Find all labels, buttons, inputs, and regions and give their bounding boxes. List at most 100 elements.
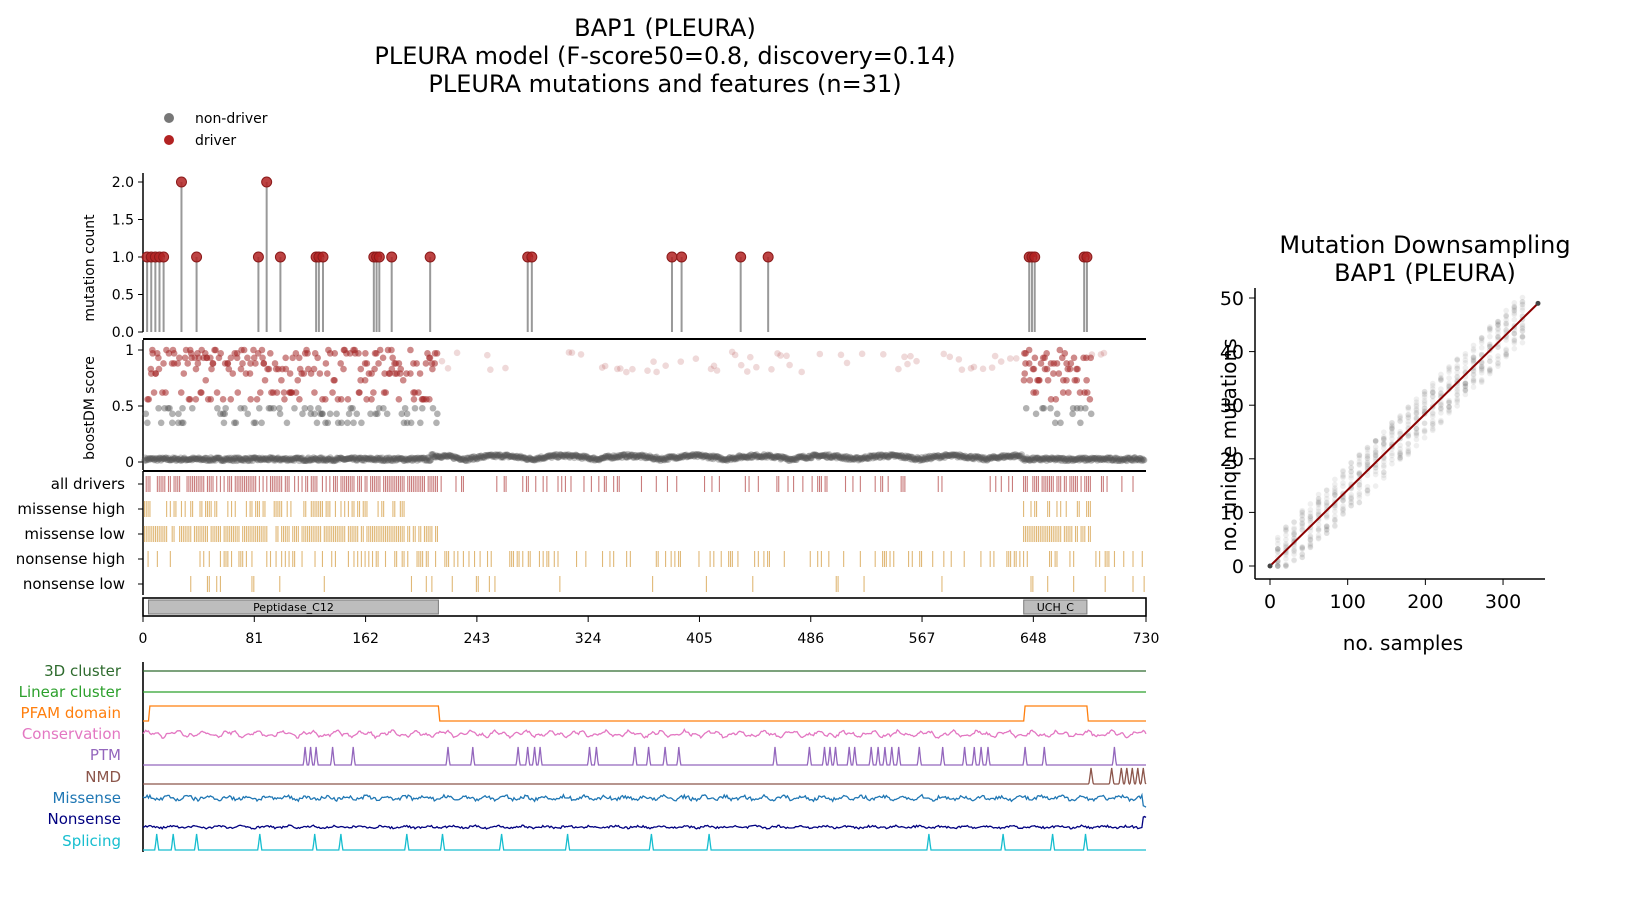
score-point-driver — [1037, 360, 1045, 367]
downsample-point — [1283, 552, 1289, 558]
score-point-nondriver — [484, 451, 492, 459]
score-point-nondriver — [289, 456, 297, 463]
score-point-nondriver — [1100, 456, 1107, 464]
downsample-point — [1487, 343, 1493, 350]
score-point-nondriver — [506, 452, 513, 460]
score-point-nondriver — [978, 453, 985, 461]
score-point-nondriver — [313, 419, 321, 427]
downsample-point — [1413, 406, 1420, 412]
score-point-nondriver — [351, 454, 358, 461]
score-point-nondriver — [754, 453, 762, 461]
score-point-nondriver — [193, 455, 200, 463]
x-tick-label: 0 — [139, 631, 148, 647]
score-point-nondriver — [1090, 454, 1098, 462]
downsample-point — [1283, 532, 1289, 538]
score-point-nondriver — [449, 452, 456, 460]
score-point-nondriver — [546, 452, 554, 459]
score-point-nondriver — [861, 454, 868, 461]
mutation-count-panel: 0.00.51.01.52.0 — [112, 173, 1146, 341]
score-point-nondriver — [571, 452, 579, 459]
score-point-nondriver — [965, 454, 973, 462]
score-point-nondriver — [994, 455, 1002, 463]
score-point-nondriver — [878, 451, 886, 459]
score-point-nondriver — [311, 455, 319, 462]
score-point-nondriver — [527, 455, 534, 462]
score-point-nondriver — [710, 452, 718, 460]
score-point-nondriver — [969, 455, 976, 463]
score-point-nondriver — [999, 452, 1007, 459]
score-point-nondriver — [720, 456, 728, 463]
score-point-nondriver — [1070, 455, 1078, 463]
score-point-nondriver — [1002, 453, 1010, 461]
downsample-point — [1364, 455, 1371, 462]
score-point-nondriver — [688, 452, 695, 459]
score-point-nondriver — [1077, 456, 1084, 463]
score-point-driver — [177, 389, 185, 396]
downsample-point — [1323, 524, 1330, 531]
downsample-point — [1381, 434, 1387, 440]
score-point-nondriver — [349, 456, 357, 463]
score-point-nondriver — [390, 454, 398, 462]
score-point-nondriver — [984, 456, 992, 463]
downsample-point — [1364, 455, 1371, 462]
score-point-nondriver — [431, 453, 438, 461]
score-point-nondriver — [962, 454, 970, 462]
downsample-point — [1511, 336, 1518, 342]
score-point-nondriver — [920, 454, 928, 462]
score-point-nondriver — [507, 453, 515, 461]
score-point-nondriver — [973, 454, 980, 462]
score-point-nondriver — [316, 454, 323, 462]
score-point-nondriver — [772, 453, 779, 461]
score-point-driver — [1073, 376, 1081, 384]
score-point-nondriver — [379, 457, 387, 465]
downsample-point — [1356, 492, 1363, 498]
score-point-nondriver — [1014, 452, 1022, 460]
downsample-point — [1429, 380, 1436, 387]
downsample-point — [1470, 348, 1477, 354]
score-point-nondriver — [770, 454, 778, 461]
score-point-nondriver — [341, 456, 348, 463]
downsample-point — [1397, 456, 1403, 463]
x-axis-label-samples: no. samples — [1343, 631, 1463, 655]
downsample-point — [1503, 353, 1509, 360]
score-point-nondriver — [487, 451, 495, 458]
score-point-nondriver — [677, 453, 685, 461]
score-point-nondriver — [157, 419, 165, 427]
downsample-point — [1405, 411, 1412, 418]
score-point-driver — [1059, 389, 1067, 396]
score-point-nondriver — [799, 454, 806, 462]
downsample-point — [1340, 472, 1346, 478]
score-point-nondriver — [787, 455, 794, 463]
score-point-nondriver — [288, 456, 296, 464]
score-point-nondriver — [734, 453, 741, 461]
score-point-nondriver — [461, 456, 469, 464]
score-point-nondriver — [1108, 456, 1115, 464]
downsample-point — [1332, 492, 1338, 498]
score-point-nondriver — [580, 452, 588, 460]
score-point-nondriver — [1113, 454, 1121, 462]
score-point-nondriver — [531, 456, 539, 464]
score-point-nondriver — [225, 454, 233, 462]
score-point-nondriver — [674, 454, 682, 462]
track-line — [142, 727, 1147, 740]
score-point-nondriver — [994, 454, 1001, 462]
downsample-point — [1356, 470, 1363, 476]
score-point-nondriver — [736, 452, 744, 460]
downsample-point — [1381, 472, 1387, 479]
score-point-nondriver — [587, 455, 595, 462]
lollipop-head — [666, 251, 678, 263]
score-point-nondriver — [967, 452, 975, 460]
score-point-nondriver — [635, 452, 642, 459]
downsample-point — [1405, 404, 1412, 411]
downsample-point — [1381, 475, 1387, 481]
score-point-nondriver — [252, 455, 260, 462]
score-point-nondriver — [521, 454, 528, 461]
score-point-nondriver — [913, 455, 920, 463]
score-point-nondriver — [1101, 455, 1109, 463]
downsample-point — [1438, 374, 1444, 381]
score-point-nondriver — [954, 452, 962, 460]
score-point-nondriver — [175, 410, 182, 418]
score-point-nondriver — [1089, 456, 1097, 463]
downsample-point — [1462, 387, 1469, 393]
score-point-nondriver — [544, 452, 552, 460]
